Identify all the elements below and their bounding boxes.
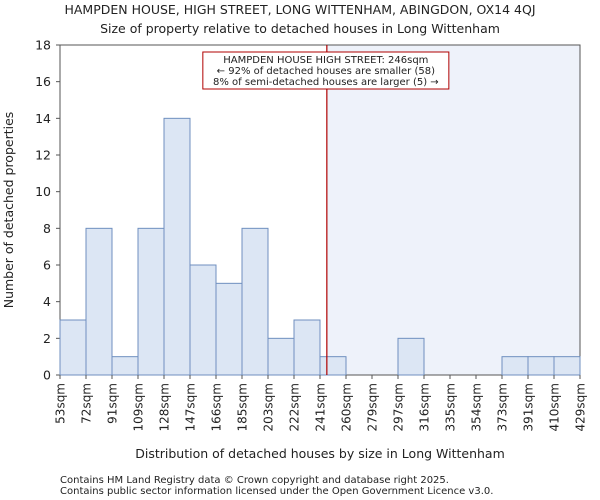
y-axis-label: Number of detached properties xyxy=(1,112,16,309)
histogram-bar xyxy=(111,356,139,376)
histogram-bar xyxy=(293,319,321,376)
x-tick-label: 203sqm xyxy=(262,383,276,431)
histogram-bar xyxy=(553,356,581,376)
y-tick-label: 18 xyxy=(35,38,51,53)
histogram-bar xyxy=(241,227,269,376)
y-tick-label: 10 xyxy=(35,184,51,199)
x-tick-label: 373sqm xyxy=(496,383,510,431)
histogram-bar xyxy=(215,282,243,376)
y-tick-label: 14 xyxy=(35,111,51,126)
x-tick-label: 72sqm xyxy=(80,383,94,424)
histogram-bar xyxy=(319,356,347,376)
y-tick-label: 4 xyxy=(43,294,51,309)
x-tick-label: 316sqm xyxy=(418,383,432,431)
annotation-box xyxy=(202,51,450,90)
x-tick-label: 429sqm xyxy=(574,383,588,431)
footer-line-2: Contains public sector information licen… xyxy=(60,486,493,497)
x-tick-label: 147sqm xyxy=(184,383,198,431)
x-tick-label: 185sqm xyxy=(236,383,250,431)
histogram-bar xyxy=(59,319,87,376)
y-tick-label: 6 xyxy=(43,258,51,273)
y-tick-label: 12 xyxy=(35,148,51,163)
highlight-region xyxy=(326,45,580,375)
footer-line-1: Contains HM Land Registry data © Crown c… xyxy=(60,475,449,486)
x-tick-label: 166sqm xyxy=(210,383,224,431)
chart-subtitle: Size of property relative to detached ho… xyxy=(100,21,500,36)
x-tick-label: 391sqm xyxy=(522,383,536,431)
histogram-bar xyxy=(397,337,425,376)
histogram-bar xyxy=(163,117,191,376)
x-tick-label: 91sqm xyxy=(106,383,120,424)
x-tick-label: 128sqm xyxy=(158,383,172,431)
histogram-bar xyxy=(267,337,295,376)
annotation-line-3: 8% of semi-detached houses are larger (5… xyxy=(213,77,439,88)
y-tick-label: 16 xyxy=(35,74,51,89)
annotation-line-1: HAMPDEN HOUSE HIGH STREET: 246sqm xyxy=(223,55,428,66)
plot-area: 0 2 4 6 8 10 12 14 16 18 53sqm 72sqm 91sqm 109sqm 128s… xyxy=(35,38,587,432)
y-tick-label: 8 xyxy=(43,221,51,236)
x-tick-label: 260sqm xyxy=(340,383,354,431)
x-axis-label: Distribution of detached houses by size … xyxy=(135,446,505,461)
x-tick-label: 410sqm xyxy=(548,383,562,431)
chart-title: HAMPDEN HOUSE, HIGH STREET, LONG WITTENH… xyxy=(64,2,535,17)
histogram-bar xyxy=(85,227,113,376)
x-tick-label: 109sqm xyxy=(132,383,146,431)
x-tick-label: 354sqm xyxy=(470,383,484,431)
x-tick-label: 335sqm xyxy=(444,383,458,431)
y-tick-label: 2 xyxy=(43,331,51,346)
x-tick-label: 279sqm xyxy=(366,383,380,431)
histogram-bar xyxy=(189,264,217,376)
histogram-bar xyxy=(527,356,555,376)
x-tick-label: 241sqm xyxy=(314,383,328,431)
histogram-bar xyxy=(137,227,165,376)
x-tick-label: 53sqm xyxy=(54,383,68,424)
x-tick-label: 297sqm xyxy=(392,383,406,431)
y-tick-label: 0 xyxy=(43,368,51,383)
annotation-line-2: ← 92% of detached houses are smaller (58… xyxy=(217,66,435,77)
histogram-bar xyxy=(501,356,529,376)
x-tick-label: 222sqm xyxy=(288,383,302,431)
